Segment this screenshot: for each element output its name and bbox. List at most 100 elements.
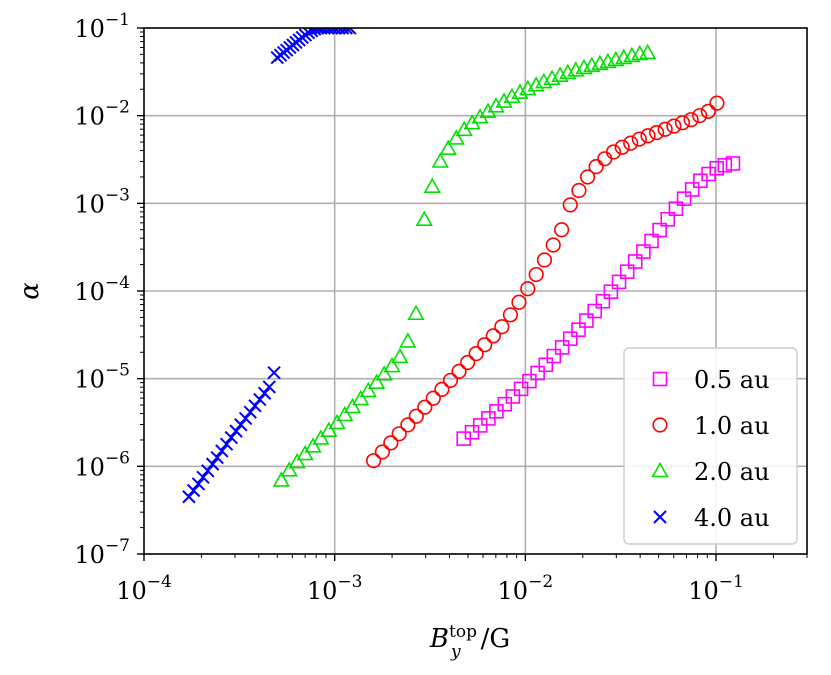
- data-point: [205, 457, 220, 471]
- data-point: [191, 477, 206, 491]
- series-square: [456, 156, 741, 446]
- legend-marker: [653, 510, 667, 524]
- axis-ticks: 10−4 10−3 10−2 10−1 10−7 10−6 10−5 10−4 10−3 10−2…: [74, 10, 808, 605]
- marker-stroke: [653, 510, 667, 524]
- data-point: [717, 157, 733, 173]
- marker-stroke: [267, 365, 281, 380]
- x-axis-label: Btop y/G: [429, 622, 510, 662]
- series-x: [182, 28, 357, 504]
- data-point: [631, 131, 647, 147]
- marker-stroke: [191, 477, 206, 491]
- data-point: [447, 129, 465, 145]
- data-point: [657, 121, 673, 137]
- legend-label: 1.0 au: [694, 412, 770, 440]
- data-point: [439, 139, 457, 155]
- x-axis-label-unit: /G: [481, 624, 511, 654]
- marker-stroke: [253, 392, 267, 407]
- marker-stroke: [243, 405, 258, 419]
- data-point: [280, 461, 298, 477]
- grid: [144, 28, 807, 554]
- data-point: [408, 408, 424, 424]
- marker-stroke: [257, 386, 272, 400]
- data-point: [238, 411, 253, 426]
- data-point: [487, 97, 505, 113]
- legend-label: 2.0 au: [694, 458, 770, 486]
- marker-stroke: [321, 28, 330, 35]
- legend-marker: [651, 461, 669, 478]
- data-point: [196, 470, 210, 484]
- data-point: [684, 182, 700, 197]
- data-point: [399, 332, 417, 348]
- data-point: [554, 222, 570, 238]
- data-point: [415, 210, 433, 227]
- data-point: [328, 413, 346, 430]
- marker-stroke: [344, 28, 353, 35]
- marker-stroke: [339, 28, 348, 35]
- data-point: [248, 399, 262, 413]
- data-point: [320, 421, 338, 437]
- data-point: [674, 115, 691, 131]
- legend-marker: [652, 417, 668, 433]
- data-point: [229, 424, 243, 438]
- marker-stroke: [215, 444, 229, 458]
- data-point: [400, 417, 416, 433]
- marker-stroke: [224, 430, 239, 445]
- data-point: [434, 381, 450, 397]
- data-point: [224, 430, 239, 445]
- marker-stroke: [327, 28, 337, 35]
- y-tick-label: 10−7: [74, 536, 130, 569]
- data-point: [709, 95, 725, 111]
- marker-stroke: [201, 464, 215, 478]
- y-tick-label: 10−4: [74, 273, 130, 306]
- marker-stroke: [229, 424, 243, 438]
- data-point: [513, 381, 529, 397]
- data-point: [267, 365, 281, 380]
- x-axis-label-sup: top: [449, 622, 477, 642]
- legend-box: [623, 347, 798, 545]
- data-point: [649, 125, 665, 141]
- marker-stroke: [317, 28, 326, 35]
- data-point: [359, 381, 377, 398]
- data-point: [692, 108, 708, 124]
- x-tick-label: 10−4: [116, 572, 172, 605]
- series-circle: [365, 95, 725, 469]
- data-point: [374, 444, 391, 460]
- data-point: [343, 397, 362, 414]
- data-point: [391, 426, 407, 442]
- data-point: [365, 453, 382, 469]
- y-axis-title: α: [15, 282, 45, 300]
- data-point: [210, 450, 224, 465]
- data-point: [536, 252, 553, 268]
- data-point: [391, 347, 409, 364]
- marker-stroke: [304, 28, 316, 38]
- data-point: [201, 464, 215, 478]
- data-point: [383, 356, 401, 373]
- data-point: [343, 28, 357, 35]
- legend: 0.5 au 1.0 au 2.0 au 4.0 au: [623, 347, 798, 545]
- data-point: [700, 103, 716, 119]
- marker-stroke: [205, 457, 220, 471]
- x-axis-label-main: B: [429, 624, 449, 654]
- data-point: [554, 340, 570, 355]
- data-point: [520, 281, 536, 297]
- data-point: [597, 151, 613, 167]
- data-point: [407, 304, 425, 321]
- series-triangle: [272, 43, 657, 487]
- marker-stroke: [343, 28, 352, 35]
- marker-stroke: [186, 483, 201, 498]
- data-point: [579, 169, 596, 185]
- data-point: [640, 128, 656, 144]
- data-point: [296, 444, 314, 461]
- data-point: [471, 108, 489, 124]
- x-axis-title: Btop y/G: [429, 622, 510, 662]
- data-point: [571, 322, 586, 337]
- data-point: [288, 452, 306, 469]
- legend-label: 4.0 au: [694, 504, 770, 532]
- legend-marker: [652, 371, 668, 387]
- data-point: [215, 444, 229, 458]
- data-point: [479, 102, 497, 118]
- data-point: [182, 490, 196, 504]
- data-point: [579, 313, 594, 328]
- data-point: [304, 28, 319, 38]
